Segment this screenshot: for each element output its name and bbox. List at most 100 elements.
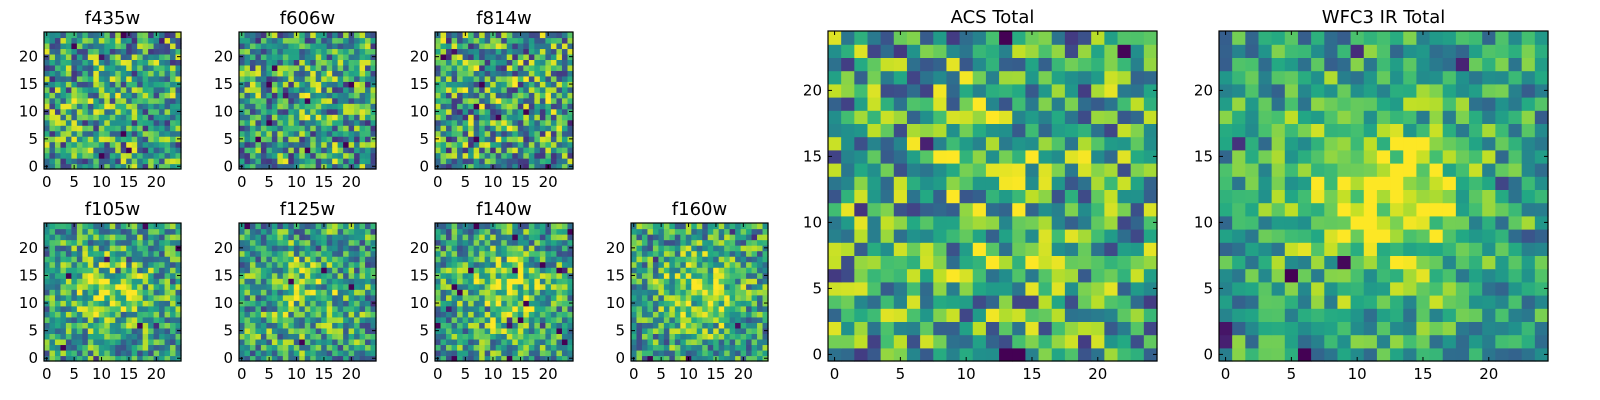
- pixel: [517, 75, 524, 82]
- pixel: [260, 311, 267, 318]
- pixel: [142, 70, 149, 77]
- pixel: [561, 223, 569, 230]
- pixel: [746, 250, 753, 257]
- pixel: [512, 141, 519, 148]
- pixel: [348, 333, 355, 340]
- pixel: [999, 255, 1013, 270]
- pixel: [669, 305, 676, 312]
- pixel: [484, 228, 491, 235]
- pixel: [137, 163, 144, 170]
- pixel: [506, 48, 513, 55]
- pixel: [545, 152, 552, 159]
- pixel: [751, 223, 758, 230]
- pixel: [93, 42, 100, 50]
- pixel: [76, 261, 83, 268]
- pixel: [933, 295, 948, 309]
- pixel: [82, 283, 89, 290]
- pixel: [457, 305, 464, 312]
- pixel: [282, 53, 289, 60]
- pixel: [271, 256, 278, 263]
- pixel: [490, 250, 497, 257]
- pixel: [326, 261, 333, 268]
- pixel: [87, 338, 94, 346]
- pixel: [473, 305, 480, 312]
- y-tick-label: 20: [606, 239, 625, 257]
- pixel: [906, 347, 921, 362]
- pixel: [115, 163, 122, 170]
- pixel: [451, 311, 458, 318]
- pixel: [44, 338, 51, 346]
- pixel: [556, 59, 563, 66]
- pixel: [484, 108, 491, 115]
- pixel: [153, 267, 160, 274]
- pixel: [359, 92, 366, 99]
- x-tick-label: 20: [342, 365, 361, 383]
- pixel: [109, 75, 116, 82]
- pixel: [354, 53, 361, 60]
- pixel: [120, 64, 127, 71]
- pixel: [310, 103, 317, 110]
- pixel: [440, 97, 447, 104]
- pixel: [304, 42, 311, 50]
- pixel: [326, 59, 333, 66]
- pixel: [104, 42, 111, 50]
- pixel: [495, 158, 502, 165]
- pixel: [1091, 163, 1105, 177]
- pixel: [260, 81, 267, 88]
- pixel: [462, 119, 469, 126]
- pixel: [93, 125, 100, 132]
- pixel: [501, 42, 508, 50]
- pixel: [539, 261, 546, 268]
- pixel: [131, 245, 138, 252]
- pixel: [501, 234, 508, 241]
- pixel: [512, 333, 519, 340]
- pixel: [365, 316, 372, 323]
- pixel: [354, 272, 361, 279]
- pixel: [696, 294, 703, 301]
- pixel: [126, 59, 133, 66]
- pixel: [109, 163, 116, 170]
- pixel: [332, 86, 339, 93]
- pixel: [702, 278, 709, 285]
- pixel: [293, 42, 300, 50]
- pixel: [757, 294, 764, 301]
- pixel: [170, 64, 177, 71]
- pixel: [1104, 242, 1119, 256]
- pixel: [343, 223, 350, 230]
- pixel: [255, 59, 262, 66]
- pixel: [244, 130, 251, 137]
- pixel: [669, 289, 676, 296]
- pixel: [60, 305, 67, 312]
- pixel: [239, 283, 246, 290]
- pixel: [729, 234, 736, 241]
- pixel: [76, 75, 83, 82]
- pixel: [545, 245, 552, 252]
- pixel: [54, 130, 62, 137]
- y-tick-label: 0: [419, 157, 429, 175]
- pixel: [457, 64, 464, 71]
- pixel: [713, 261, 720, 268]
- pixel: [528, 355, 535, 362]
- pixel: [484, 272, 491, 279]
- pixel: [164, 70, 171, 77]
- pixel: [561, 59, 569, 66]
- pixel: [528, 141, 535, 148]
- pixel: [120, 163, 127, 170]
- pixel: [468, 75, 475, 82]
- pixel: [293, 344, 300, 351]
- pixel: [435, 37, 442, 44]
- pixel: [293, 108, 300, 115]
- pixel: [713, 267, 720, 274]
- pixel: [1064, 334, 1079, 349]
- pixel: [641, 256, 649, 263]
- pixel: [462, 81, 469, 88]
- pixel: [718, 316, 725, 323]
- pixel: [762, 278, 769, 285]
- pixel: [365, 322, 372, 329]
- pixel: [271, 327, 278, 334]
- pixel: [131, 305, 138, 312]
- pixel: [126, 141, 133, 148]
- pixel: [343, 81, 350, 88]
- pixel: [1078, 242, 1092, 256]
- pixel: [93, 316, 100, 323]
